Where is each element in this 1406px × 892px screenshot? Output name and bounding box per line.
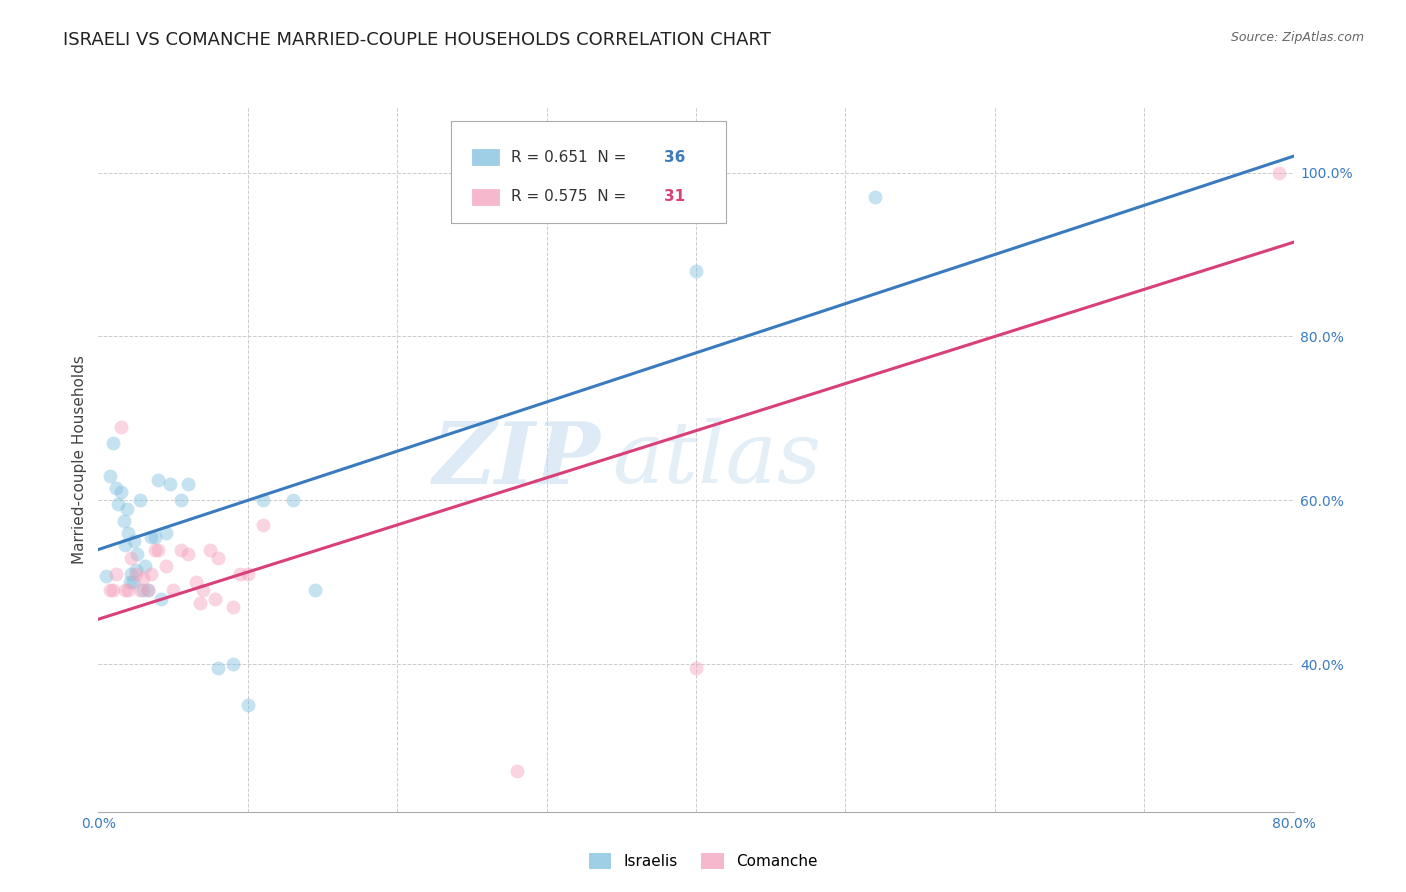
Point bbox=[139, 567, 162, 582]
Point bbox=[112, 514, 135, 528]
Point bbox=[200, 542, 222, 557]
Point bbox=[236, 567, 259, 582]
Point bbox=[865, 190, 887, 204]
Point bbox=[110, 419, 132, 434]
Point bbox=[252, 493, 274, 508]
Point bbox=[177, 547, 200, 561]
Point bbox=[204, 591, 226, 606]
Point bbox=[222, 599, 245, 614]
Point bbox=[162, 583, 184, 598]
Point bbox=[103, 583, 125, 598]
FancyBboxPatch shape bbox=[472, 189, 499, 204]
Point bbox=[184, 575, 207, 590]
Point bbox=[127, 547, 149, 561]
Point bbox=[107, 498, 129, 512]
Point bbox=[129, 583, 152, 598]
Text: ISRAELI VS COMANCHE MARRIED-COUPLE HOUSEHOLDS CORRELATION CHART: ISRAELI VS COMANCHE MARRIED-COUPLE HOUSE… bbox=[63, 31, 770, 49]
Point bbox=[169, 542, 191, 557]
Point bbox=[125, 567, 148, 582]
Point bbox=[136, 583, 159, 598]
Point bbox=[139, 530, 162, 544]
Y-axis label: Married-couple Households: Married-couple Households bbox=[72, 355, 87, 564]
Point bbox=[169, 493, 191, 508]
Text: 36: 36 bbox=[664, 150, 685, 165]
Point bbox=[155, 526, 177, 541]
Text: atlas: atlas bbox=[613, 418, 821, 500]
Point bbox=[148, 542, 170, 557]
Point bbox=[115, 501, 138, 516]
Point bbox=[1267, 165, 1289, 179]
Point bbox=[177, 477, 200, 491]
Point bbox=[132, 571, 155, 585]
Point bbox=[125, 563, 148, 577]
Legend: Israelis, Comanche: Israelis, Comanche bbox=[582, 847, 824, 875]
Point bbox=[129, 493, 152, 508]
Point bbox=[121, 575, 143, 590]
Text: R = 0.575  N =: R = 0.575 N = bbox=[510, 189, 631, 204]
Point bbox=[120, 550, 142, 565]
Point bbox=[124, 534, 146, 549]
Text: R = 0.651  N =: R = 0.651 N = bbox=[510, 150, 631, 165]
Point bbox=[105, 567, 128, 582]
Point bbox=[281, 493, 304, 508]
FancyBboxPatch shape bbox=[451, 121, 725, 223]
Point bbox=[207, 550, 229, 565]
Point bbox=[117, 583, 139, 598]
Point bbox=[252, 517, 274, 532]
Point bbox=[120, 567, 142, 582]
Point bbox=[506, 764, 529, 778]
Point bbox=[685, 661, 707, 675]
Point bbox=[136, 583, 159, 598]
Point bbox=[207, 661, 229, 675]
Point bbox=[188, 596, 211, 610]
Point bbox=[98, 583, 122, 598]
Point bbox=[150, 591, 173, 606]
Point bbox=[155, 558, 177, 573]
Point bbox=[304, 583, 326, 598]
Point bbox=[134, 558, 156, 573]
Point bbox=[148, 473, 170, 487]
Text: 31: 31 bbox=[664, 189, 685, 204]
Point bbox=[94, 568, 117, 582]
Point bbox=[98, 468, 122, 483]
Point bbox=[222, 657, 245, 672]
Point bbox=[105, 481, 128, 495]
Point bbox=[191, 583, 214, 598]
Point bbox=[143, 530, 166, 544]
Point bbox=[229, 567, 252, 582]
Point bbox=[103, 436, 125, 450]
Point bbox=[132, 583, 155, 598]
FancyBboxPatch shape bbox=[472, 150, 499, 165]
Point bbox=[117, 526, 139, 541]
Point bbox=[236, 698, 259, 713]
Point bbox=[685, 264, 707, 278]
Point bbox=[118, 575, 141, 590]
Text: Source: ZipAtlas.com: Source: ZipAtlas.com bbox=[1230, 31, 1364, 45]
Point bbox=[159, 477, 181, 491]
Point bbox=[110, 485, 132, 500]
Point bbox=[143, 542, 166, 557]
Point bbox=[114, 583, 136, 598]
Point bbox=[114, 538, 136, 552]
Text: ZIP: ZIP bbox=[433, 417, 600, 501]
